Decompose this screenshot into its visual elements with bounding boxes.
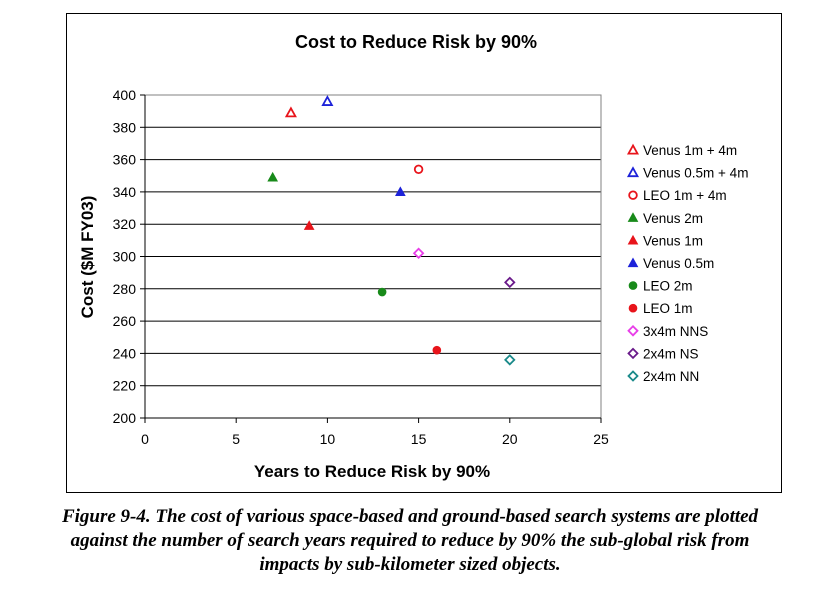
gridlines [145, 94, 601, 419]
legend-label-5: Venus 0.5m [643, 256, 714, 271]
data-point-3 [267, 171, 279, 182]
legend-label-6: LEO 2m [643, 279, 693, 294]
legend-marker-1 [626, 166, 640, 178]
legend-label-4: Venus 1m [643, 233, 703, 248]
legend-label-9: 2x4m NS [643, 346, 699, 361]
figure-caption: Figure 9-4. The cost of various space-ba… [0, 505, 820, 577]
y-tick-label: 360 [113, 152, 137, 168]
legend-marker-5 [627, 257, 639, 268]
legend-marker-9 [627, 347, 639, 360]
x-tick-label: 15 [411, 431, 427, 447]
data-point-5 [395, 186, 406, 196]
x-tick-label: 10 [320, 431, 336, 447]
y-tick-label: 320 [113, 216, 137, 232]
legend-label-8: 3x4m NNS [643, 324, 708, 339]
legend-marker-8 [627, 325, 639, 337]
legend-marker-3 [627, 212, 639, 222]
legend-label-10: 2x4m NN [643, 369, 699, 384]
tick-labels: 200 220 240 260 280 300 320 340 360 380 400 0 5 10 15 2… [113, 87, 609, 447]
legend-label-7: LEO 1m [643, 301, 693, 316]
y-tick-label: 380 [113, 119, 137, 135]
data-point-4 [303, 220, 315, 230]
legend-label-0: Venus 1m + 4m [643, 143, 737, 158]
y-tick-label: 340 [113, 184, 137, 200]
legend-marker-7 [628, 303, 638, 313]
data-point-9 [504, 276, 516, 289]
legend-label-2: LEO 1m + 4m [643, 188, 727, 203]
chart-title: Cost to Reduce Risk by 90% [295, 32, 537, 52]
data-points [267, 95, 516, 366]
y-tick-label: 220 [113, 378, 137, 394]
data-point-8 [412, 247, 425, 260]
legend-marker-2 [628, 190, 638, 200]
x-tick-label: 0 [141, 431, 149, 447]
legend-marker-0 [626, 143, 640, 155]
data-point-1 [321, 95, 334, 106]
legend-marker-4 [627, 234, 639, 245]
data-point-10 [504, 354, 516, 366]
x-tick-label: 25 [593, 431, 609, 447]
legend-label-3: Venus 2m [643, 211, 703, 226]
legend: Venus 1m + 4m Venus 0.5m + 4m LEO 1m + 4m V… [626, 143, 748, 384]
legend-marker-10 [627, 370, 639, 382]
caption-line-2: against the number of search years requi… [70, 530, 750, 551]
scatter-chart: Cost to Reduce Risk by 90% 2002202402602… [78, 32, 748, 481]
chart-frame: Cost to Reduce Risk by 90% 200 220 240 260 2… [66, 13, 782, 493]
y-tick-label: 260 [113, 313, 137, 329]
caption-line-3: impacts by sub-kilometer sized objects. [259, 554, 561, 575]
y-tick-label: 400 [113, 87, 137, 103]
y-axis-label: Cost ($M FY03) [78, 196, 97, 319]
y-tick-label: 240 [113, 345, 137, 361]
x-tick-label: 5 [232, 431, 240, 447]
axes [140, 94, 602, 423]
y-tick-label: 200 [113, 410, 137, 426]
y-tick-label: 280 [113, 281, 137, 297]
x-tick-label: 20 [502, 431, 518, 447]
caption-line-1: Figure 9-4. The cost of various space-ba… [61, 506, 759, 527]
data-point-2 [413, 164, 424, 175]
data-point-7 [432, 345, 442, 355]
legend-label-1: Venus 0.5m + 4m [643, 166, 748, 181]
data-point-6 [377, 287, 387, 297]
x-axis-label: Years to Reduce Risk by 90% [254, 462, 490, 481]
data-point-0 [284, 106, 297, 118]
y-tick-label: 300 [113, 249, 137, 265]
legend-marker-6 [628, 281, 638, 290]
